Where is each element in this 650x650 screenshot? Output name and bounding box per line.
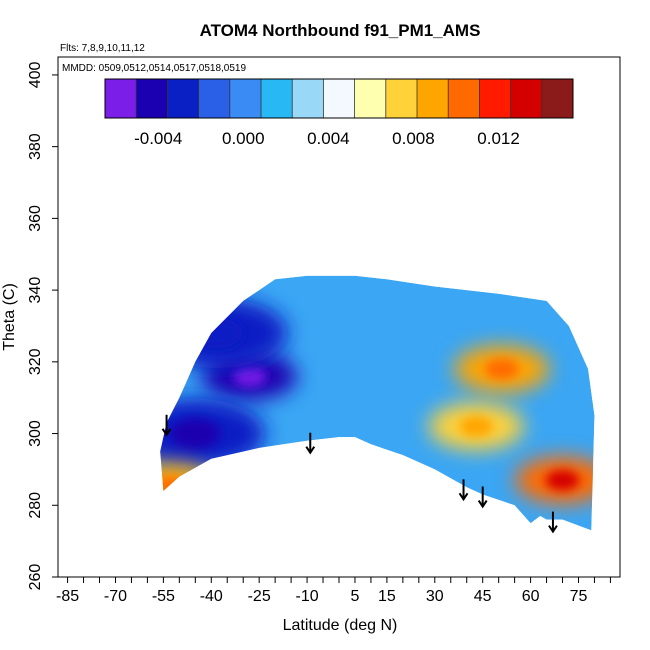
y-tick-label: 260 xyxy=(27,564,44,591)
colorbar-segment xyxy=(323,79,356,118)
y-tick-label: 400 xyxy=(27,61,44,88)
y-tick-label: 340 xyxy=(27,277,44,304)
y-tick-label: 280 xyxy=(27,492,44,519)
x-tick-label: 75 xyxy=(570,588,588,605)
colorbar-tick-label: 0.004 xyxy=(307,129,350,148)
x-tick-label: -55 xyxy=(152,588,175,605)
arrow-head xyxy=(548,525,558,534)
x-tick-label: 15 xyxy=(378,588,396,605)
theta-latitude-field xyxy=(160,275,595,531)
x-axis-label: Latitude (deg N) xyxy=(283,617,398,634)
field-core-mid-43N-positive xyxy=(459,416,494,437)
colorbar-segment xyxy=(229,79,262,118)
x-tick-label: -40 xyxy=(200,588,223,605)
y-tick-label: 360 xyxy=(27,205,44,232)
field-core-mid-51N-positive xyxy=(484,358,519,380)
y-axis-label: Theta (C) xyxy=(1,283,18,351)
colorbar-segment xyxy=(167,79,200,118)
x-tick-label: 60 xyxy=(522,588,540,605)
field-core-north-edge-positive xyxy=(545,469,580,491)
dates-note: MMDD: 0509,0512,0514,0517,0518,0519 xyxy=(62,63,246,74)
colorbar-segment xyxy=(385,79,418,118)
y-tick-label: 300 xyxy=(27,420,44,447)
arrow-head xyxy=(458,492,469,502)
arrow-markers xyxy=(161,414,558,534)
colorbar: -0.004 0.000 0.004 0.008 0.012 xyxy=(104,78,574,148)
colorbar-segment xyxy=(354,79,387,118)
colorbar-tick-label: -0.004 xyxy=(134,129,182,148)
field-core-left-lower-negative xyxy=(170,418,221,449)
x-tick-label: -10 xyxy=(296,588,319,605)
colorbar-segment xyxy=(417,79,449,118)
flights-note: Flts: 7,8,9,10,11,12 xyxy=(60,43,145,54)
colorbar-tick-label: 0.000 xyxy=(222,129,265,148)
field-core-deep-minimum xyxy=(232,365,267,387)
y-tick-label: 380 xyxy=(27,133,44,160)
x-tick-label: 45 xyxy=(474,588,492,605)
colorbar-segment xyxy=(261,79,293,118)
colorbar-segment xyxy=(198,79,231,118)
colorbar-segment xyxy=(292,79,324,118)
colorbar-frame xyxy=(104,78,574,119)
colorbar-tick-label: 0.012 xyxy=(477,129,520,148)
colorbar-segment xyxy=(541,79,574,118)
y-tick-label: 320 xyxy=(27,348,44,375)
arrow-head xyxy=(305,446,316,455)
field-clipped-group xyxy=(160,275,595,531)
colorbar-segment xyxy=(448,79,480,118)
y-axis: 260 280 300 320 340 360 380 400 xyxy=(27,61,58,590)
colorbar-segment xyxy=(136,79,168,118)
x-tick-label: -70 xyxy=(104,588,127,605)
x-tick-label: -85 xyxy=(56,588,79,605)
arrow-head xyxy=(477,499,488,509)
colorbar-segment xyxy=(479,79,512,118)
x-tick-label: -25 xyxy=(248,588,271,605)
field-patch-lower-edge-positive xyxy=(160,463,218,512)
x-tick-label: 30 xyxy=(426,588,444,605)
x-tick-label: 5 xyxy=(351,588,360,605)
colorbar-tick-label: 0.008 xyxy=(392,129,435,148)
chart-title: ATOM4 Northbound f91_PM1_AMS xyxy=(200,21,481,40)
colorbar-segment xyxy=(510,79,543,118)
arrow-head xyxy=(161,428,172,437)
field-core-lower-edge-positive xyxy=(160,477,187,498)
x-axis: -85 -70 -55 -40 -25 -10 5 15 30 45 60 75 xyxy=(56,577,611,605)
colorbar-segment xyxy=(105,79,137,118)
field-core-upper-left-negative xyxy=(192,318,243,349)
